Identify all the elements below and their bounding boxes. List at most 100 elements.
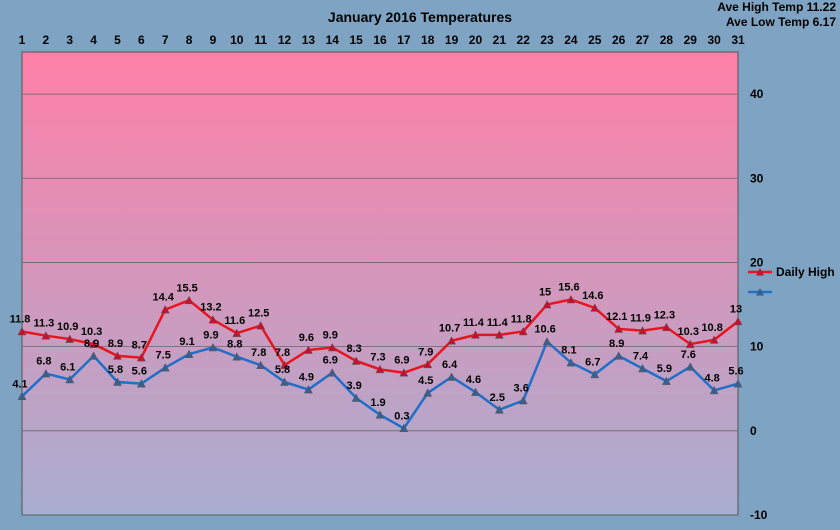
y-tick-label: 10 [750, 340, 764, 354]
data-label: 5.8 [275, 364, 290, 376]
data-label: 11.6 [224, 315, 245, 327]
data-point [232, 352, 242, 361]
data-point [208, 315, 218, 324]
data-label: 5.6 [132, 366, 147, 378]
data-label: 3.9 [346, 380, 361, 392]
data-label: 11.8 [511, 313, 532, 325]
data-label: 4.6 [466, 374, 481, 386]
data-point [638, 326, 647, 335]
data-label: 10.8 [701, 322, 722, 334]
legend-marker [756, 288, 764, 296]
data-point [518, 395, 528, 405]
data-point [375, 410, 385, 419]
y-tick-label: 40 [750, 87, 764, 101]
x-tick-label: 25 [588, 33, 602, 47]
data-point [661, 376, 671, 385]
data-point [17, 326, 27, 336]
data-point [232, 328, 242, 337]
data-label: 12.1 [606, 311, 627, 323]
data-point [661, 322, 671, 332]
data-point [733, 316, 743, 326]
x-tick-label: 13 [302, 33, 316, 47]
data-label: 11.4 [487, 317, 509, 329]
data-label: 9.9 [203, 329, 218, 341]
y-tick-label: 20 [750, 255, 764, 269]
data-label: 4.9 [299, 372, 314, 384]
data-point [136, 379, 146, 388]
data-point [375, 364, 385, 374]
x-tick-label: 27 [636, 33, 650, 47]
x-tick-label: 10 [230, 33, 244, 47]
data-point [65, 334, 75, 343]
data-label: 10.3 [678, 326, 699, 338]
data-point [733, 379, 743, 388]
data-label: 13.2 [200, 302, 221, 314]
data-label: 10.9 [57, 321, 78, 333]
data-point [423, 359, 433, 369]
data-label: 9.6 [299, 332, 314, 344]
data-point [423, 388, 433, 397]
data-label: 14.6 [582, 290, 603, 302]
data-label: 8.7 [132, 340, 147, 352]
data-label: 8.9 [84, 338, 99, 350]
data-point [471, 387, 480, 396]
data-label: 7.8 [275, 347, 290, 359]
data-point [184, 349, 194, 358]
data-point [590, 369, 600, 379]
data-label: 9.9 [323, 329, 338, 341]
x-tick-label: 28 [660, 33, 674, 47]
x-tick-label: 18 [421, 33, 435, 47]
x-tick-label: 20 [469, 33, 483, 47]
x-tick-label: 6 [138, 33, 145, 47]
data-label: 12.5 [248, 308, 269, 320]
data-label: 11.4 [463, 317, 485, 329]
data-point [113, 377, 122, 386]
x-tick-label: 2 [43, 33, 50, 47]
x-tick-label: 8 [186, 33, 193, 47]
data-point [399, 423, 409, 433]
data-point [542, 337, 552, 346]
legend-marker [756, 268, 764, 276]
data-label: 12.3 [654, 309, 675, 321]
data-point [160, 363, 170, 372]
x-tick-label: 31 [731, 33, 745, 47]
x-tick-label: 26 [612, 33, 626, 47]
data-label: 6.9 [394, 355, 409, 367]
data-point [494, 405, 504, 414]
data-point [327, 368, 337, 377]
data-label: 15 [539, 287, 551, 299]
data-point [494, 330, 504, 339]
data-label: 11.3 [33, 318, 54, 330]
data-point [17, 391, 27, 401]
x-tick-label: 30 [707, 33, 721, 47]
data-point [303, 345, 313, 354]
data-label: 11.9 [630, 313, 651, 325]
data-point [685, 339, 695, 348]
data-label: 5.8 [108, 364, 123, 376]
data-point [160, 305, 170, 314]
data-label: 8.1 [561, 345, 576, 357]
data-point [471, 330, 480, 339]
data-point [614, 324, 624, 333]
data-point [566, 358, 576, 367]
data-label: 7.5 [156, 350, 171, 362]
data-label: 5.6 [728, 366, 743, 378]
data-point [280, 377, 289, 386]
data-point [518, 326, 528, 336]
data-label: 15.6 [558, 281, 579, 293]
data-label: 10.6 [534, 324, 555, 336]
data-point [208, 342, 218, 352]
data-label: 7.9 [418, 346, 433, 358]
data-label: 10.7 [439, 323, 460, 335]
data-point [542, 300, 552, 309]
data-label: 2.5 [490, 392, 505, 404]
x-tick-label: 21 [493, 33, 507, 47]
data-point [447, 372, 457, 381]
data-point [41, 331, 51, 340]
average-high-temp-label: Ave High Temp 11.22 [717, 0, 836, 14]
data-label: 6.8 [36, 356, 51, 368]
x-tick-label: 5 [114, 33, 121, 47]
x-tick-label: 17 [397, 33, 411, 47]
x-tick-label: 24 [564, 33, 578, 47]
